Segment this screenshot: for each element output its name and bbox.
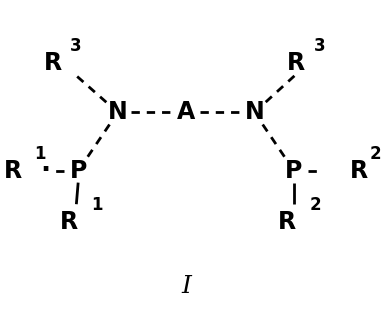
Text: P: P <box>285 159 303 183</box>
Text: I: I <box>181 275 191 298</box>
Text: R: R <box>287 51 305 75</box>
Text: R: R <box>60 210 78 234</box>
Text: R: R <box>44 51 62 75</box>
Text: P: P <box>70 159 87 183</box>
Text: A: A <box>177 100 195 124</box>
Text: 1: 1 <box>91 196 103 214</box>
Text: R: R <box>350 159 368 183</box>
Text: R: R <box>278 210 296 234</box>
Text: R: R <box>4 159 23 183</box>
Text: 2: 2 <box>370 145 381 163</box>
Text: 1: 1 <box>34 145 46 163</box>
Text: 2: 2 <box>309 196 321 214</box>
Text: N: N <box>108 100 128 124</box>
Text: 3: 3 <box>70 37 81 55</box>
Text: N: N <box>244 100 264 124</box>
Text: 3: 3 <box>314 37 325 55</box>
Text: ·: · <box>41 158 51 184</box>
